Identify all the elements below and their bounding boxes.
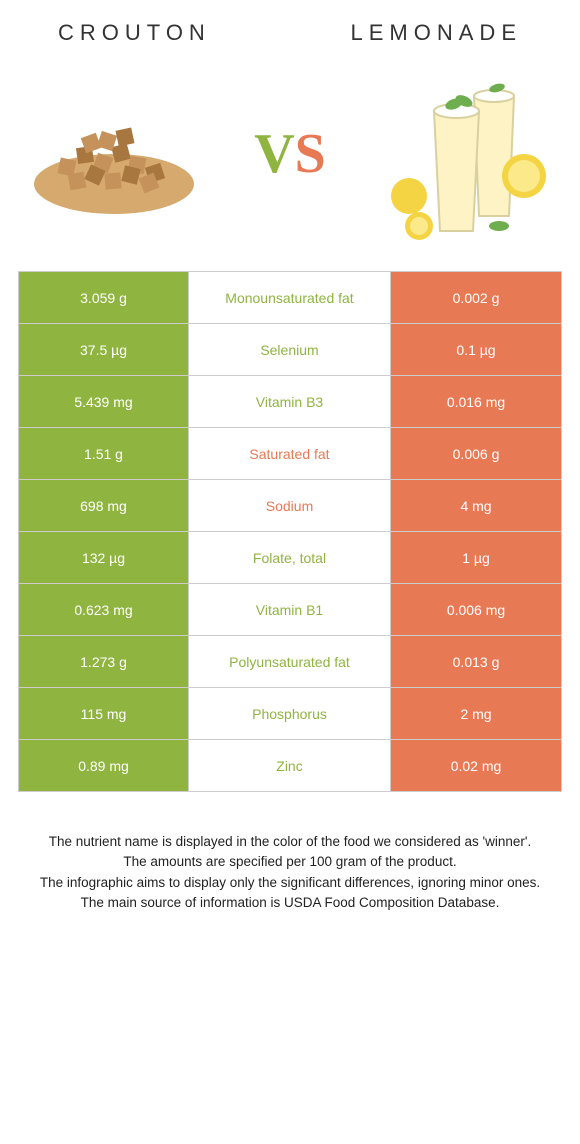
table-row: 115 mgPhosphorus2 mg bbox=[19, 687, 561, 739]
left-value: 115 mg bbox=[19, 688, 189, 739]
left-value: 1.51 g bbox=[19, 428, 189, 479]
table-row: 0.623 mgVitamin B10.006 mg bbox=[19, 583, 561, 635]
table-row: 698 mgSodium4 mg bbox=[19, 479, 561, 531]
table-row: 37.5 µgSelenium0.1 µg bbox=[19, 323, 561, 375]
left-value: 0.89 mg bbox=[19, 740, 189, 791]
nutrient-name: Zinc bbox=[189, 740, 391, 791]
right-value: 1 µg bbox=[391, 532, 561, 583]
right-value: 0.1 µg bbox=[391, 324, 561, 375]
nutrient-name: Vitamin B3 bbox=[189, 376, 391, 427]
vs-v-letter: V bbox=[254, 123, 294, 185]
left-value: 132 µg bbox=[19, 532, 189, 583]
food-right-title: Lemonade bbox=[351, 20, 522, 46]
left-value: 0.623 mg bbox=[19, 584, 189, 635]
footnote-line: The main source of information is USDA F… bbox=[38, 893, 542, 913]
right-value: 0.006 g bbox=[391, 428, 561, 479]
header: Crouton Lemonade bbox=[18, 20, 562, 56]
footnote-line: The infographic aims to display only the… bbox=[38, 873, 542, 893]
footnote-line: The amounts are specified per 100 gram o… bbox=[38, 852, 542, 872]
right-value: 0.013 g bbox=[391, 636, 561, 687]
right-value: 0.002 g bbox=[391, 272, 561, 323]
nutrient-name: Monounsaturated fat bbox=[189, 272, 391, 323]
crouton-image bbox=[26, 66, 201, 241]
table-row: 3.059 gMonounsaturated fat0.002 g bbox=[19, 271, 561, 323]
nutrient-name: Polyunsaturated fat bbox=[189, 636, 391, 687]
nutrient-table: 3.059 gMonounsaturated fat0.002 g37.5 µg… bbox=[18, 271, 562, 792]
table-row: 132 µgFolate, total1 µg bbox=[19, 531, 561, 583]
nutrient-name: Saturated fat bbox=[189, 428, 391, 479]
right-value: 0.006 mg bbox=[391, 584, 561, 635]
left-value: 698 mg bbox=[19, 480, 189, 531]
right-value: 4 mg bbox=[391, 480, 561, 531]
left-value: 1.273 g bbox=[19, 636, 189, 687]
table-row: 5.439 mgVitamin B30.016 mg bbox=[19, 375, 561, 427]
left-value: 37.5 µg bbox=[19, 324, 189, 375]
footnotes: The nutrient name is displayed in the co… bbox=[18, 792, 562, 913]
right-value: 2 mg bbox=[391, 688, 561, 739]
nutrient-name: Phosphorus bbox=[189, 688, 391, 739]
vs-badge: VS bbox=[254, 122, 326, 186]
nutrient-name: Vitamin B1 bbox=[189, 584, 391, 635]
left-value: 3.059 g bbox=[19, 272, 189, 323]
table-row: 1.51 gSaturated fat0.006 g bbox=[19, 427, 561, 479]
nutrient-name: Sodium bbox=[189, 480, 391, 531]
footnote-line: The nutrient name is displayed in the co… bbox=[38, 832, 542, 852]
lemonade-image bbox=[379, 66, 554, 241]
nutrient-name: Selenium bbox=[189, 324, 391, 375]
vs-s-letter: S bbox=[295, 123, 326, 185]
table-row: 1.273 gPolyunsaturated fat0.013 g bbox=[19, 635, 561, 687]
left-value: 5.439 mg bbox=[19, 376, 189, 427]
table-row: 0.89 mgZinc0.02 mg bbox=[19, 739, 561, 791]
nutrient-name: Folate, total bbox=[189, 532, 391, 583]
right-value: 0.02 mg bbox=[391, 740, 561, 791]
right-value: 0.016 mg bbox=[391, 376, 561, 427]
images-row: VS bbox=[18, 56, 562, 271]
food-left-title: Crouton bbox=[58, 20, 211, 46]
